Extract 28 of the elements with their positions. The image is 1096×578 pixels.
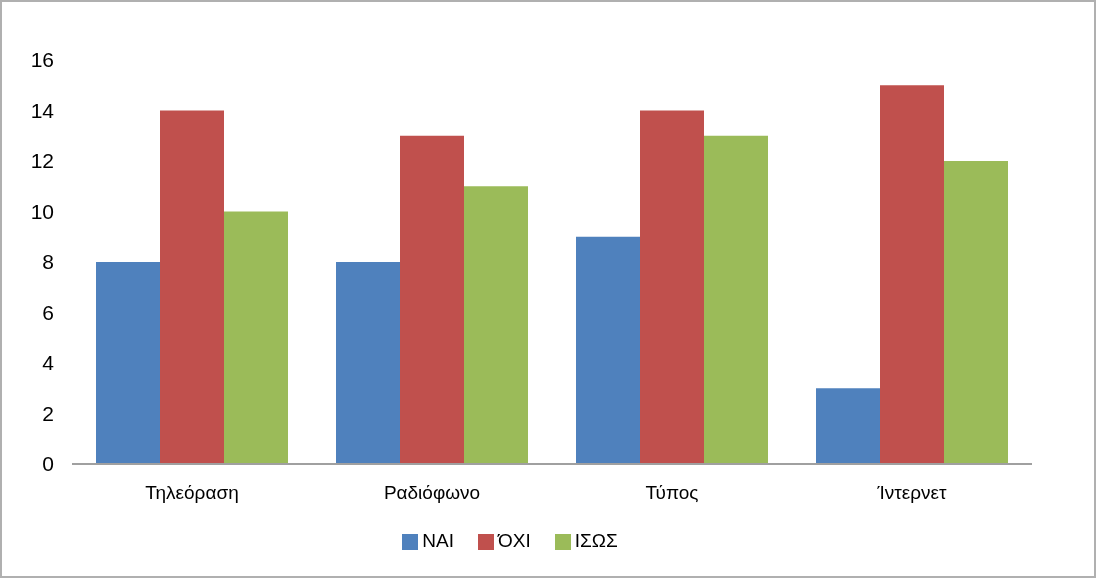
y-tick-label: 4 <box>42 351 55 375</box>
legend-label: ΌΧΙ <box>498 530 531 551</box>
bar <box>224 211 288 464</box>
y-tick-label: 16 <box>30 48 54 72</box>
bar <box>96 262 160 464</box>
y-tick-label: 8 <box>42 250 54 274</box>
bar <box>704 135 768 464</box>
legend-label: ΝΑΙ <box>422 530 455 551</box>
y-tick-label: 0 <box>42 452 54 476</box>
x-tick-label: Τύπος <box>645 482 699 504</box>
legend-label: ΙΣΩΣ <box>574 530 618 551</box>
y-tick-label: 2 <box>42 401 54 425</box>
bar <box>640 110 704 464</box>
x-tick-label: Ραδιόφωνο <box>383 482 481 504</box>
y-tick-label: 10 <box>30 199 54 223</box>
bar <box>400 135 464 464</box>
x-tick-label: Τηλεόραση <box>145 482 239 504</box>
bar <box>880 85 944 464</box>
y-tick-label: 14 <box>30 98 55 122</box>
bar <box>464 186 528 464</box>
bar <box>944 161 1008 464</box>
y-tick-label: 6 <box>42 300 54 324</box>
bar <box>336 262 400 464</box>
bar <box>576 236 640 464</box>
bar <box>816 388 880 464</box>
bar <box>160 110 224 464</box>
x-tick-label: Ίντερνετ <box>876 482 948 504</box>
y-tick-label: 12 <box>30 149 54 173</box>
